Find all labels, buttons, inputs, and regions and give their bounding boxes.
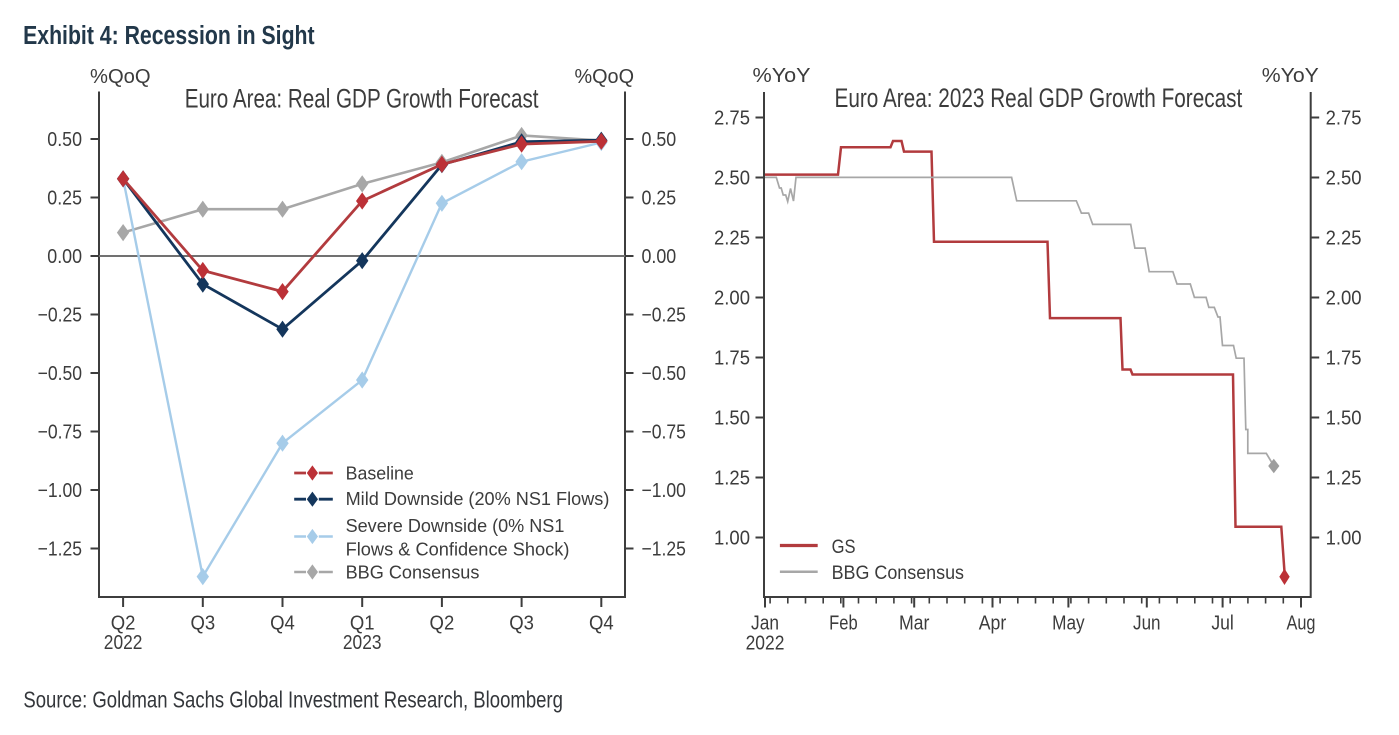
svg-text:Euro Area: 2023 Real GDP Growt: Euro Area: 2023 Real GDP Growth Forecast (835, 83, 1243, 113)
svg-text:1.25: 1.25 (1326, 468, 1362, 490)
svg-text:−0.75: −0.75 (38, 422, 82, 444)
svg-text:−1.00: −1.00 (38, 480, 82, 502)
svg-text:0.50: 0.50 (47, 129, 82, 151)
svg-text:Q1: Q1 (350, 612, 375, 634)
svg-text:BBG Consensus: BBG Consensus (346, 562, 480, 583)
svg-text:Exhibit 4: Recession in Sight: Exhibit 4: Recession in Sight (23, 22, 315, 50)
svg-text:Q3: Q3 (190, 612, 215, 634)
svg-text:1.00: 1.00 (1326, 528, 1362, 550)
svg-text:1.00: 1.00 (714, 528, 750, 550)
svg-text:2.25: 2.25 (1326, 228, 1362, 250)
svg-text:1.75: 1.75 (1326, 348, 1362, 370)
svg-text:Q2: Q2 (111, 612, 136, 634)
svg-text:2022: 2022 (746, 632, 785, 654)
svg-text:Severe Downside (0% NS1: Severe Downside (0% NS1 (346, 515, 565, 536)
svg-text:−0.50: −0.50 (642, 363, 686, 385)
svg-text:−1.25: −1.25 (38, 539, 82, 561)
svg-text:Euro Area: Real GDP Growth For: Euro Area: Real GDP Growth Forecast (185, 83, 539, 113)
svg-text:1.75: 1.75 (714, 348, 750, 370)
svg-text:0.25: 0.25 (642, 188, 677, 210)
svg-text:0.00: 0.00 (642, 246, 677, 268)
svg-text:Flows & Confidence Shock): Flows & Confidence Shock) (346, 538, 570, 559)
svg-text:May: May (1052, 613, 1085, 635)
svg-text:2022: 2022 (104, 632, 143, 654)
svg-text:2.25: 2.25 (714, 228, 750, 250)
svg-text:1.50: 1.50 (714, 408, 750, 430)
svg-text:2023: 2023 (343, 632, 382, 654)
svg-text:1.50: 1.50 (1326, 408, 1362, 430)
svg-text:Baseline: Baseline (346, 462, 414, 483)
svg-text:Mild Downside (20% NS1 Flows): Mild Downside (20% NS1 Flows) (346, 488, 610, 509)
svg-text:Jan: Jan (751, 613, 779, 635)
svg-text:2.50: 2.50 (1326, 168, 1362, 190)
svg-text:Apr: Apr (979, 613, 1007, 635)
svg-text:−1.25: −1.25 (642, 539, 686, 561)
svg-text:%YoY: %YoY (1262, 65, 1319, 87)
svg-text:−0.25: −0.25 (38, 305, 82, 327)
svg-text:Q3: Q3 (509, 612, 534, 634)
svg-text:Q4: Q4 (589, 612, 614, 634)
svg-text:Aug: Aug (1287, 613, 1316, 635)
svg-text:2.75: 2.75 (1326, 108, 1362, 130)
svg-text:BBG Consensus: BBG Consensus (832, 562, 965, 584)
svg-text:−0.75: −0.75 (642, 422, 686, 444)
svg-text:%QoQ: %QoQ (575, 66, 635, 88)
svg-text:Source: Goldman Sachs Global I: Source: Goldman Sachs Global Investment … (23, 687, 563, 713)
svg-text:GS: GS (832, 536, 856, 558)
svg-text:Feb: Feb (829, 613, 858, 635)
svg-text:−0.25: −0.25 (642, 305, 686, 327)
svg-text:−1.00: −1.00 (642, 480, 686, 502)
svg-text:1.25: 1.25 (714, 468, 750, 490)
svg-text:0.00: 0.00 (47, 246, 82, 268)
svg-text:−0.50: −0.50 (38, 363, 82, 385)
svg-text:2.00: 2.00 (1326, 288, 1362, 310)
svg-text:%QoQ: %QoQ (90, 66, 151, 88)
svg-text:%YoY: %YoY (753, 65, 811, 87)
svg-text:Mar: Mar (899, 613, 930, 635)
svg-text:2.75: 2.75 (714, 108, 750, 130)
svg-text:Q2: Q2 (430, 612, 455, 634)
svg-text:Jul: Jul (1211, 613, 1234, 635)
svg-text:0.25: 0.25 (47, 188, 82, 210)
svg-text:Q4: Q4 (270, 612, 295, 634)
svg-text:2.00: 2.00 (714, 288, 750, 310)
svg-text:0.50: 0.50 (642, 129, 677, 151)
svg-text:Jun: Jun (1133, 613, 1161, 635)
svg-text:2.50: 2.50 (714, 168, 750, 190)
